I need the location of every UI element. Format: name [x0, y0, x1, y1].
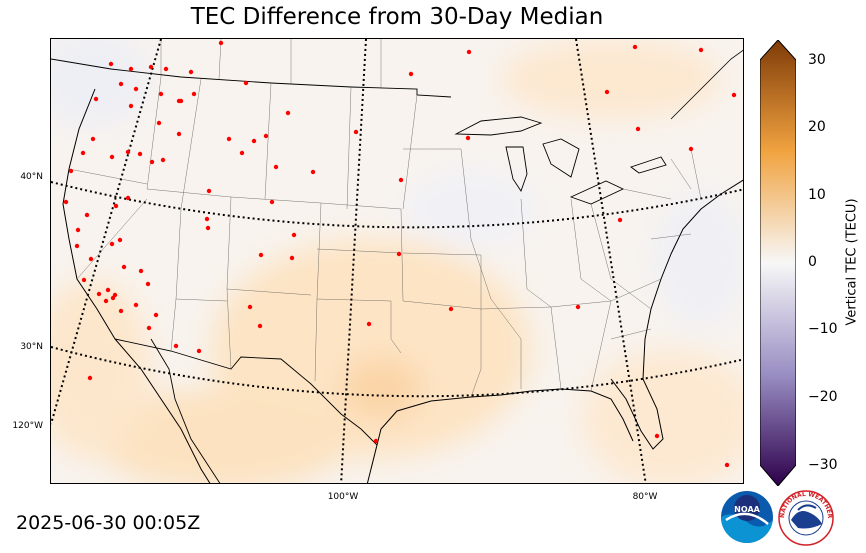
colorbar-tick-neg30: −30 [808, 457, 838, 473]
mexico-border [114, 338, 378, 446]
lat-40-line [51, 181, 743, 229]
colorbar-tick-neg20: −20 [808, 389, 838, 405]
lon-label-100: 100°W [327, 492, 359, 502]
map-svg [51, 39, 743, 483]
colorbar [759, 39, 797, 490]
tec-map[interactable] [50, 38, 744, 484]
lake-superior [454, 116, 543, 136]
graticule [51, 39, 743, 483]
nws-logo: NATIONAL WEATHER SERVICE [778, 490, 834, 546]
colorbar-svg [759, 39, 797, 487]
colorbar-tick-0: 0 [808, 254, 817, 270]
canada-east-border [670, 49, 743, 120]
lon-label-80: 80°W [632, 492, 658, 502]
tec-anomaly-field [51, 39, 743, 483]
east-coastline [642, 179, 743, 380]
timestamp: 2025-06-30 00:05Z [16, 512, 201, 534]
lon-label-120: 120°W [12, 421, 43, 431]
gnss-stations [63, 40, 737, 468]
province-boundaries [160, 39, 382, 89]
lat-label-30: 30°N [20, 342, 43, 352]
noaa-logo-text: NOAA [734, 505, 760, 514]
state-boundaries [68, 76, 702, 398]
border-line [51, 58, 452, 98]
colorbar-tick-20: 20 [808, 119, 826, 135]
lake-huron [542, 138, 580, 178]
lake-michigan [505, 146, 528, 192]
lat-label-40: 40°N [20, 172, 43, 182]
lon-80-line [575, 39, 647, 483]
colorbar-label: Vertical TEC (TECU) [844, 198, 860, 326]
colorbar-tick-10: 10 [808, 187, 826, 203]
west-coastline [62, 88, 116, 340]
florida-coastline [610, 378, 664, 450]
gulf-of-california [150, 338, 221, 483]
lat-30-line [51, 346, 743, 398]
map-title: TEC Difference from 30-Day Median [190, 4, 604, 30]
lon-120-line [51, 39, 162, 425]
mexico-gulf-coast [366, 444, 378, 483]
lake-ontario [630, 156, 667, 174]
noaa-logo: NOAA [721, 491, 773, 543]
baja-coastline [114, 338, 211, 483]
colorbar-tick-30: 30 [808, 52, 826, 68]
colorbar-tick-neg10: −10 [808, 321, 838, 337]
gulf-coastline [376, 388, 634, 446]
